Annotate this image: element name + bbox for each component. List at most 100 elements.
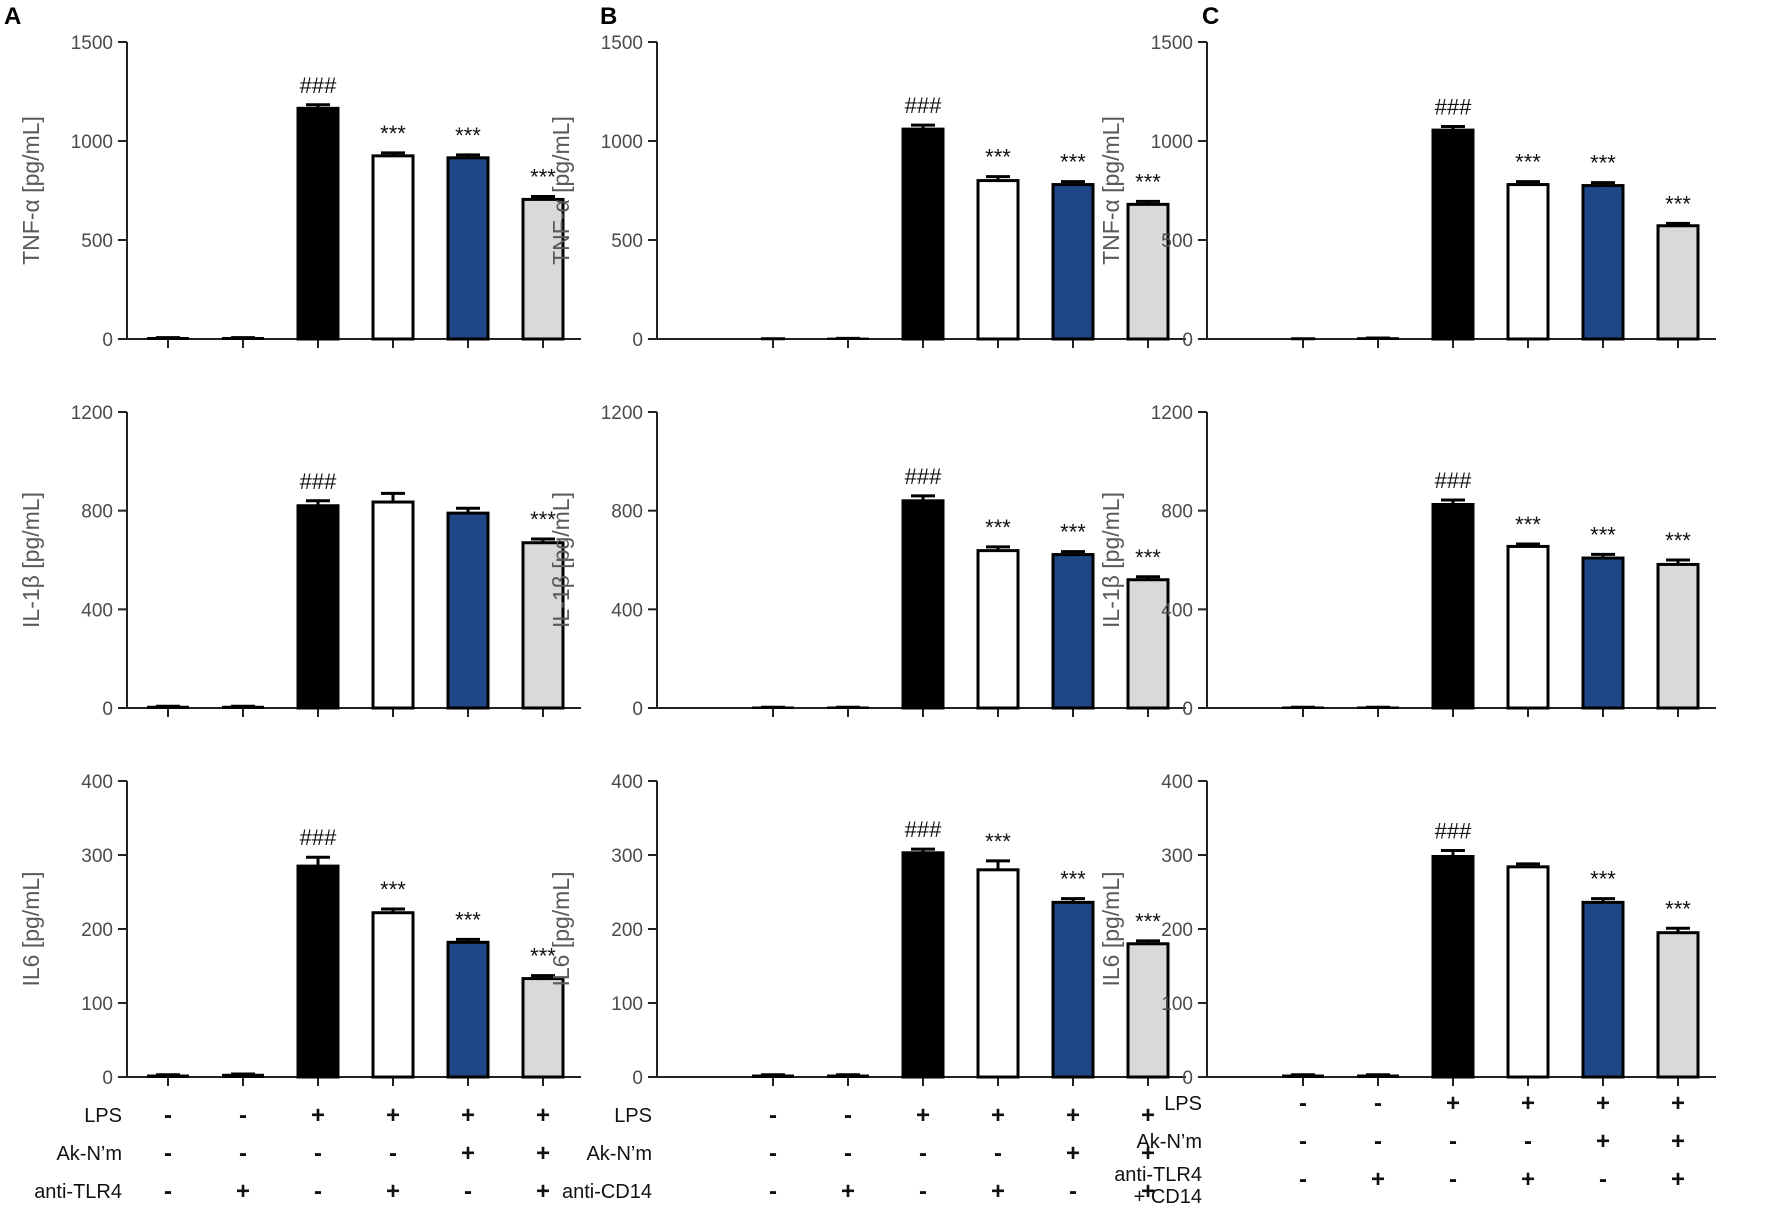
significance-label: *** — [1665, 896, 1691, 921]
y-tick-label: 400 — [81, 772, 113, 793]
bar — [976, 549, 1020, 710]
y-tick-label: 400 — [611, 772, 643, 793]
significance-label: ### — [905, 817, 942, 842]
condition-sign: - — [1069, 1178, 1077, 1205]
y-tick-label: 800 — [81, 502, 113, 523]
bar — [296, 106, 340, 341]
condition-sign: + — [1671, 1166, 1685, 1193]
y-tick-label: 300 — [81, 846, 113, 867]
y-tick-label: 1200 — [1151, 403, 1193, 424]
y-tick-label: 0 — [632, 699, 643, 720]
condition-sign: - — [389, 1140, 397, 1167]
condition-sign: + — [1671, 1128, 1685, 1155]
condition-sign: - — [164, 1178, 172, 1205]
chart-c-0: 0 500 1000 1500 TNF-α [pg/mL] ### *** *** *** — [1098, 33, 1716, 351]
condition-sign: - — [164, 1102, 172, 1129]
significance-label: *** — [1590, 522, 1616, 547]
condition-sign: + — [1671, 1090, 1685, 1117]
y-tick-label: 0 — [632, 1068, 643, 1089]
condition-sign: - — [919, 1140, 927, 1167]
y-tick-label: 200 — [1161, 920, 1193, 941]
condition-table-b: LPS - - + + + + Ak-N’m - - - - + + anti-CD14 - + - + - + — [562, 1102, 1155, 1205]
condition-sign: + — [536, 1102, 550, 1129]
condition-label: Ak-N’m — [1136, 1131, 1202, 1153]
condition-sign: + — [1596, 1090, 1610, 1117]
significance-label: ### — [1435, 819, 1472, 844]
condition-sign: + — [1141, 1178, 1155, 1205]
y-axis-label: IL6 [pg/mL] — [548, 871, 574, 986]
significance-label: *** — [380, 877, 406, 902]
condition-table-a: LPS - - + + + + Ak-N’m - - - - + + anti-TLR4 - + - + - + — [34, 1102, 550, 1205]
condition-sign: + — [1521, 1090, 1535, 1117]
chart-a-1: 0 400 800 1200 IL-1β [pg/mL] ### *** — [18, 403, 581, 720]
y-axis-label: TNF-α [pg/mL] — [18, 116, 44, 265]
panel-letter-a: A — [4, 3, 21, 30]
chart-c-2: 0 100 200 300 400 IL6 [pg/mL] ### *** *** — [1098, 772, 1716, 1089]
significance-label: ### — [905, 93, 942, 118]
y-tick-label: 100 — [81, 994, 113, 1015]
y-axis-label: IL6 [pg/mL] — [18, 871, 44, 986]
y-tick-label: 500 — [611, 231, 643, 252]
y-axis-label: IL-1β [pg/mL] — [548, 492, 574, 628]
y-tick-label: 0 — [102, 330, 113, 351]
significance-label: *** — [1060, 520, 1086, 545]
condition-sign: + — [1066, 1140, 1080, 1167]
bar — [521, 977, 565, 1079]
y-axis-label: TNF-α [pg/mL] — [548, 116, 574, 265]
condition-label: LPS — [84, 1105, 122, 1127]
y-axis-label: IL-1β [pg/mL] — [18, 492, 44, 628]
condition-sign: - — [919, 1178, 927, 1205]
y-tick-label: 100 — [1161, 994, 1193, 1015]
significance-label: ### — [300, 825, 337, 850]
bar — [1506, 544, 1550, 710]
condition-sign: - — [769, 1102, 777, 1129]
y-axis-label: IL6 [pg/mL] — [1098, 871, 1124, 986]
y-tick-label: 200 — [611, 920, 643, 941]
significance-label: *** — [1135, 909, 1161, 934]
condition-label: Ak-N’m — [56, 1143, 122, 1165]
condition-sign: + — [841, 1178, 855, 1205]
significance-label: *** — [1590, 867, 1616, 892]
condition-sign: - — [314, 1178, 322, 1205]
bar — [1051, 553, 1095, 710]
significance-label: ### — [905, 464, 942, 489]
condition-sign: + — [461, 1140, 475, 1167]
y-tick-label: 100 — [611, 994, 643, 1015]
bar — [976, 179, 1020, 341]
y-tick-label: 1000 — [601, 132, 643, 153]
condition-sign: - — [239, 1102, 247, 1129]
significance-label: *** — [530, 507, 556, 532]
bar — [976, 868, 1020, 1079]
condition-sign: - — [844, 1140, 852, 1167]
y-tick-label: 0 — [632, 330, 643, 351]
bar — [1656, 224, 1700, 341]
y-tick-label: 400 — [1161, 772, 1193, 793]
condition-sign: + — [1371, 1166, 1385, 1193]
bar — [296, 864, 340, 1079]
y-tick-label: 1200 — [601, 403, 643, 424]
condition-sign: + — [1596, 1128, 1610, 1155]
chart-b-2: 0 100 200 300 400 IL6 [pg/mL] ### *** *** *** — [548, 772, 1186, 1089]
condition-sign: - — [1449, 1128, 1457, 1155]
condition-sign: + — [461, 1102, 475, 1129]
significance-label: *** — [1515, 512, 1541, 537]
y-tick-label: 1200 — [71, 403, 113, 424]
condition-sign: - — [1374, 1128, 1382, 1155]
bar — [1506, 865, 1550, 1079]
y-tick-label: 0 — [1182, 699, 1193, 720]
condition-sign: + — [536, 1178, 550, 1205]
y-tick-label: 500 — [1161, 231, 1193, 252]
bar — [1431, 128, 1475, 341]
chart-b-1: 0 400 800 1200 IL-1β [pg/mL] ### *** *** *** — [548, 403, 1186, 720]
bar — [1051, 183, 1095, 341]
significance-label: *** — [1060, 150, 1086, 175]
significance-label: ### — [300, 73, 337, 98]
significance-label: *** — [455, 123, 481, 148]
y-tick-label: 800 — [1161, 502, 1193, 523]
significance-label: ### — [300, 469, 337, 494]
condition-sign: + — [311, 1102, 325, 1129]
condition-sign: - — [1374, 1090, 1382, 1117]
condition-sign: - — [769, 1178, 777, 1205]
y-tick-label: 0 — [102, 1068, 113, 1089]
condition-label: LPS — [614, 1105, 652, 1127]
